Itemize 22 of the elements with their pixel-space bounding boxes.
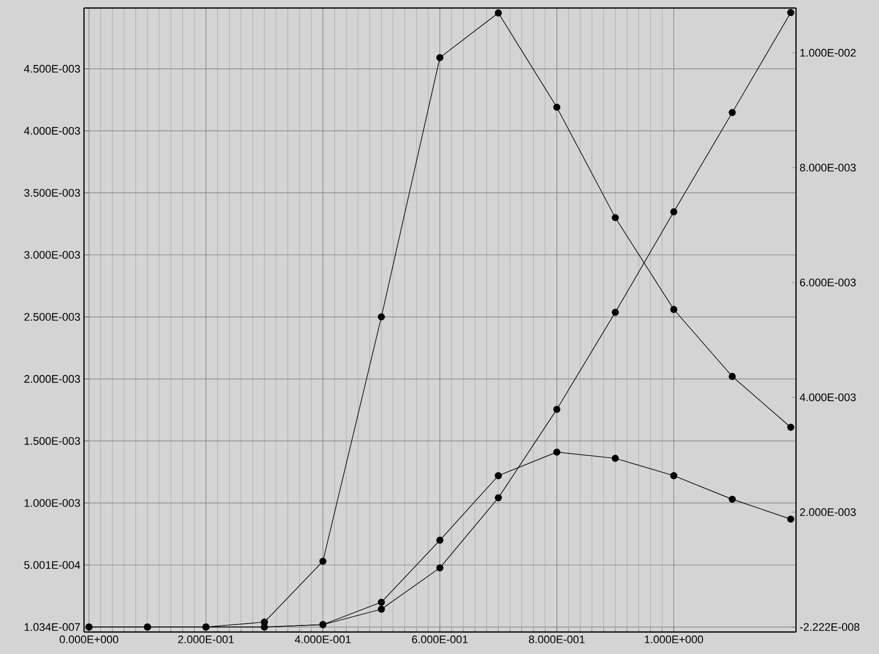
y2-tick-label: -2.222E-008 (800, 623, 860, 631)
y2-tick-label: 8.000E-003 (800, 164, 856, 172)
y-tick-label: 5.001E-004 (24, 561, 80, 569)
y-tick-label: 4.500E-003 (24, 64, 80, 73)
y-tick-label: 1.034E-007 (24, 623, 80, 631)
x-tick-label: 1.000E+000 (644, 636, 704, 644)
y-tick-label: 2.000E-003 (24, 375, 80, 383)
y2-tick-label: 2.000E-003 (800, 508, 856, 516)
y2-tick-label: 1.000E-002 (800, 48, 856, 57)
x-tick-label: 8.000E-001 (528, 636, 585, 644)
y-tick-label: 1.000E-003 (24, 499, 80, 507)
y-tick-label: 2.500E-003 (24, 313, 80, 321)
y-tick-label: 3.000E-003 (24, 250, 80, 259)
y2-tick-label: 6.000E-003 (800, 278, 856, 286)
y-tick-label: 1.500E-003 (24, 437, 80, 445)
x-tick-label: 6.000E-001 (412, 636, 468, 644)
y-tick-label: 4.000E-003 (24, 126, 80, 135)
x-tick-label: 4.000E-001 (294, 636, 351, 644)
y-tick-label: 3.500E-003 (24, 188, 80, 197)
x-tick-label: 0.000E+000 (60, 636, 118, 644)
y2-tick-label: 4.000E-003 (800, 393, 856, 402)
x-tick-label: 2.000E-001 (178, 636, 234, 644)
